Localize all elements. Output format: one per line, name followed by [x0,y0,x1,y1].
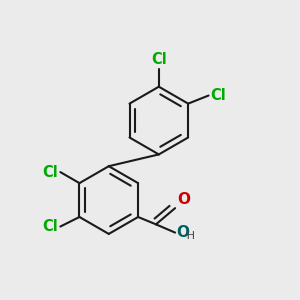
Text: O: O [177,192,190,207]
Text: ·H: ·H [183,231,195,241]
Text: Cl: Cl [42,165,58,180]
Text: Cl: Cl [42,219,58,234]
Text: O: O [176,225,189,240]
Text: Cl: Cl [151,52,167,67]
Text: Cl: Cl [210,88,226,103]
